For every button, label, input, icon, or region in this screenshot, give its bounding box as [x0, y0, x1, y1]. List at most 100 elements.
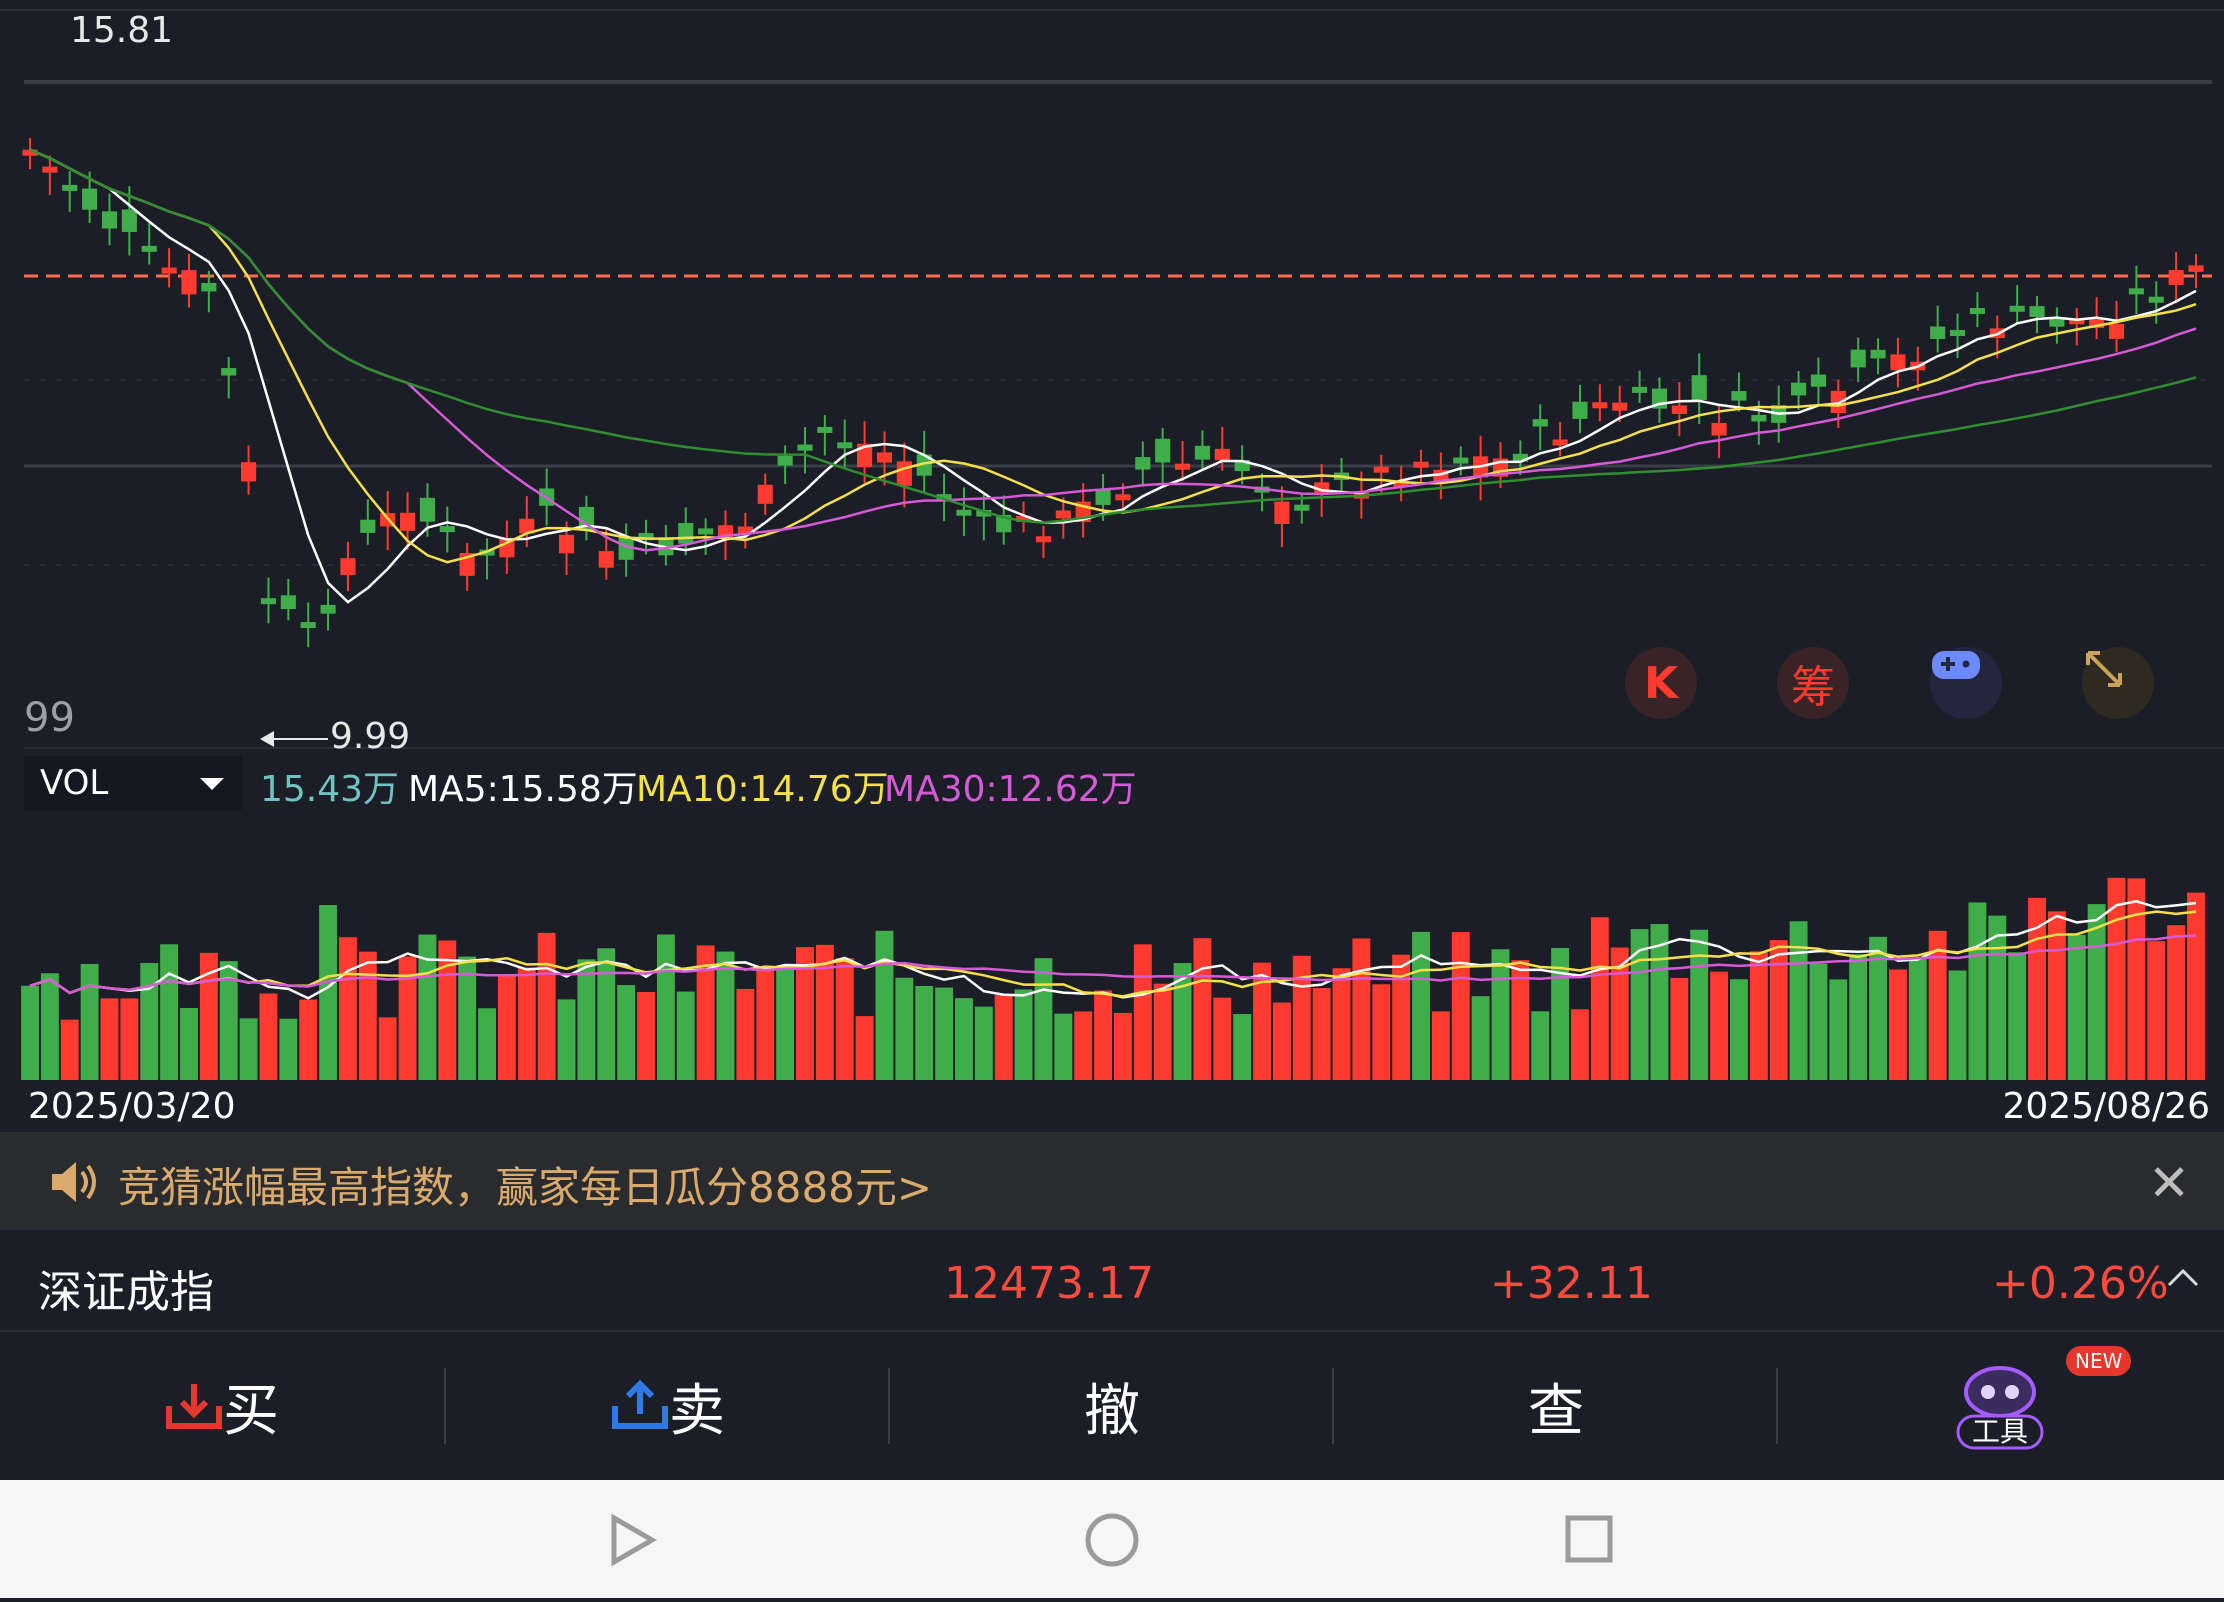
index-ticker[interactable]: 深证成指 12473.17 +32.11 +0.26%: [0, 1236, 2224, 1332]
upload-icon: [612, 1380, 668, 1429]
candle: [121, 209, 137, 232]
tools-mascot-icon: 工具: [1956, 1366, 2044, 1450]
candle: [1890, 354, 1906, 371]
expand-icon: [2086, 651, 2122, 687]
volume-bar: [358, 951, 377, 1080]
volume-bar: [1014, 989, 1033, 1080]
volume-bar: [537, 932, 556, 1080]
banner-text[interactable]: 竞猜涨幅最高指数，赢家每日瓜分8888元>: [118, 1163, 933, 1212]
candle: [1155, 438, 1171, 463]
volume-bar: [1173, 963, 1192, 1080]
index-change: +32.11: [1490, 1258, 1653, 1309]
close-icon[interactable]: ✕: [2148, 1154, 2190, 1212]
volume-bar: [1292, 955, 1311, 1080]
volume-bar: [617, 985, 636, 1080]
candle: [1512, 453, 1528, 462]
volume-bar: [60, 1019, 79, 1080]
game-button[interactable]: [1930, 647, 2002, 719]
volume-bar: [656, 934, 675, 1080]
chip-distribution-button[interactable]: 筹: [1777, 647, 1849, 719]
candle: [976, 510, 992, 517]
volume-bar: [2167, 925, 2186, 1080]
volume-ma-line-10: [29, 910, 2197, 998]
volume-bar: [2008, 952, 2027, 1080]
volume-bar: [517, 967, 536, 1080]
candle: [2069, 318, 2085, 325]
fullscreen-button[interactable]: [2082, 647, 2154, 719]
ma-line-40: [29, 148, 2197, 525]
ma-line-10: [29, 148, 2197, 564]
volume-bar: [1332, 968, 1351, 1080]
volume-bar: [239, 1018, 258, 1080]
volume-ma10: MA10:14.76万: [636, 769, 889, 810]
candle: [1751, 414, 1767, 422]
candle: [22, 149, 38, 156]
volume-bar: [2127, 878, 2146, 1080]
candle: [1830, 390, 1846, 413]
candle: [400, 512, 416, 531]
volume-bar: [140, 962, 159, 1080]
volume-bar: [2107, 877, 2126, 1080]
candle: [260, 598, 277, 605]
volume-bar: [1948, 970, 1967, 1080]
volume-bar: [2187, 892, 2205, 1080]
volume-chart[interactable]: [0, 812, 2224, 1082]
volume-bar: [21, 985, 39, 1080]
volume-bar: [1471, 996, 1490, 1080]
volume-current: 15.43万: [260, 769, 400, 810]
candle: [1055, 510, 1071, 519]
candle: [638, 533, 654, 541]
cancel-order-button[interactable]: 撤: [1084, 1378, 1140, 1444]
candle: [300, 622, 316, 629]
tools-button[interactable]: 工具: [1778, 1332, 2222, 1480]
volume-bar: [597, 948, 616, 1080]
volume-bar: [2028, 897, 2046, 1080]
volume-bar: [1869, 936, 1887, 1080]
volume-bar: [994, 995, 1013, 1080]
price-high-label: 15.81: [70, 10, 174, 51]
candle: [618, 537, 634, 560]
volume-bar: [1928, 930, 1947, 1080]
back-icon: [611, 1513, 657, 1567]
volume-bar: [1551, 948, 1570, 1080]
candle: [1791, 382, 1807, 396]
candle: [1314, 482, 1330, 494]
recents-icon: [1565, 1515, 1613, 1563]
volume-bar: [219, 961, 238, 1080]
volume-bar: [696, 945, 715, 1080]
index-value: 12473.17: [944, 1258, 1154, 1309]
candle: [1731, 391, 1747, 401]
candle: [1095, 488, 1111, 505]
indicator-select[interactable]: VOL: [24, 756, 242, 810]
volume-bar: [1074, 1011, 1093, 1080]
volume-bar: [1312, 988, 1331, 1080]
candle: [757, 484, 773, 504]
query-button[interactable]: 查: [1528, 1378, 1584, 1444]
candle: [1274, 501, 1290, 525]
volume-bar: [1650, 924, 1669, 1080]
volume-bar: [875, 930, 894, 1080]
volume-bar: [1094, 990, 1113, 1080]
sell-button[interactable]: 卖: [446, 1332, 890, 1480]
candle: [419, 497, 435, 522]
price-chart[interactable]: 15.81 99 9.99 K 筹: [0, 0, 2224, 757]
candle: [1930, 326, 1946, 339]
volume-bar: [1431, 1011, 1450, 1080]
volume-bar: [1888, 969, 1907, 1080]
volume-bar: [1829, 979, 1848, 1080]
chevron-up-icon[interactable]: [2166, 1266, 2200, 1288]
candle: [1115, 494, 1131, 501]
buy-button[interactable]: 买: [0, 1332, 444, 1480]
volume-bar: [120, 998, 139, 1080]
volume-bar: [776, 969, 795, 1080]
candle: [340, 558, 356, 576]
volume-bar: [1988, 915, 2007, 1080]
volume-bar: [577, 959, 596, 1080]
candle: [320, 604, 336, 614]
promo-banner[interactable]: 竞猜涨幅最高指数，赢家每日瓜分8888元> ✕: [0, 1132, 2224, 1230]
volume-bar: [1153, 983, 1172, 1080]
volume-bar: [1968, 902, 1987, 1080]
kline-button[interactable]: K: [1625, 647, 1697, 719]
candle: [1691, 375, 1707, 401]
candle: [82, 188, 98, 210]
